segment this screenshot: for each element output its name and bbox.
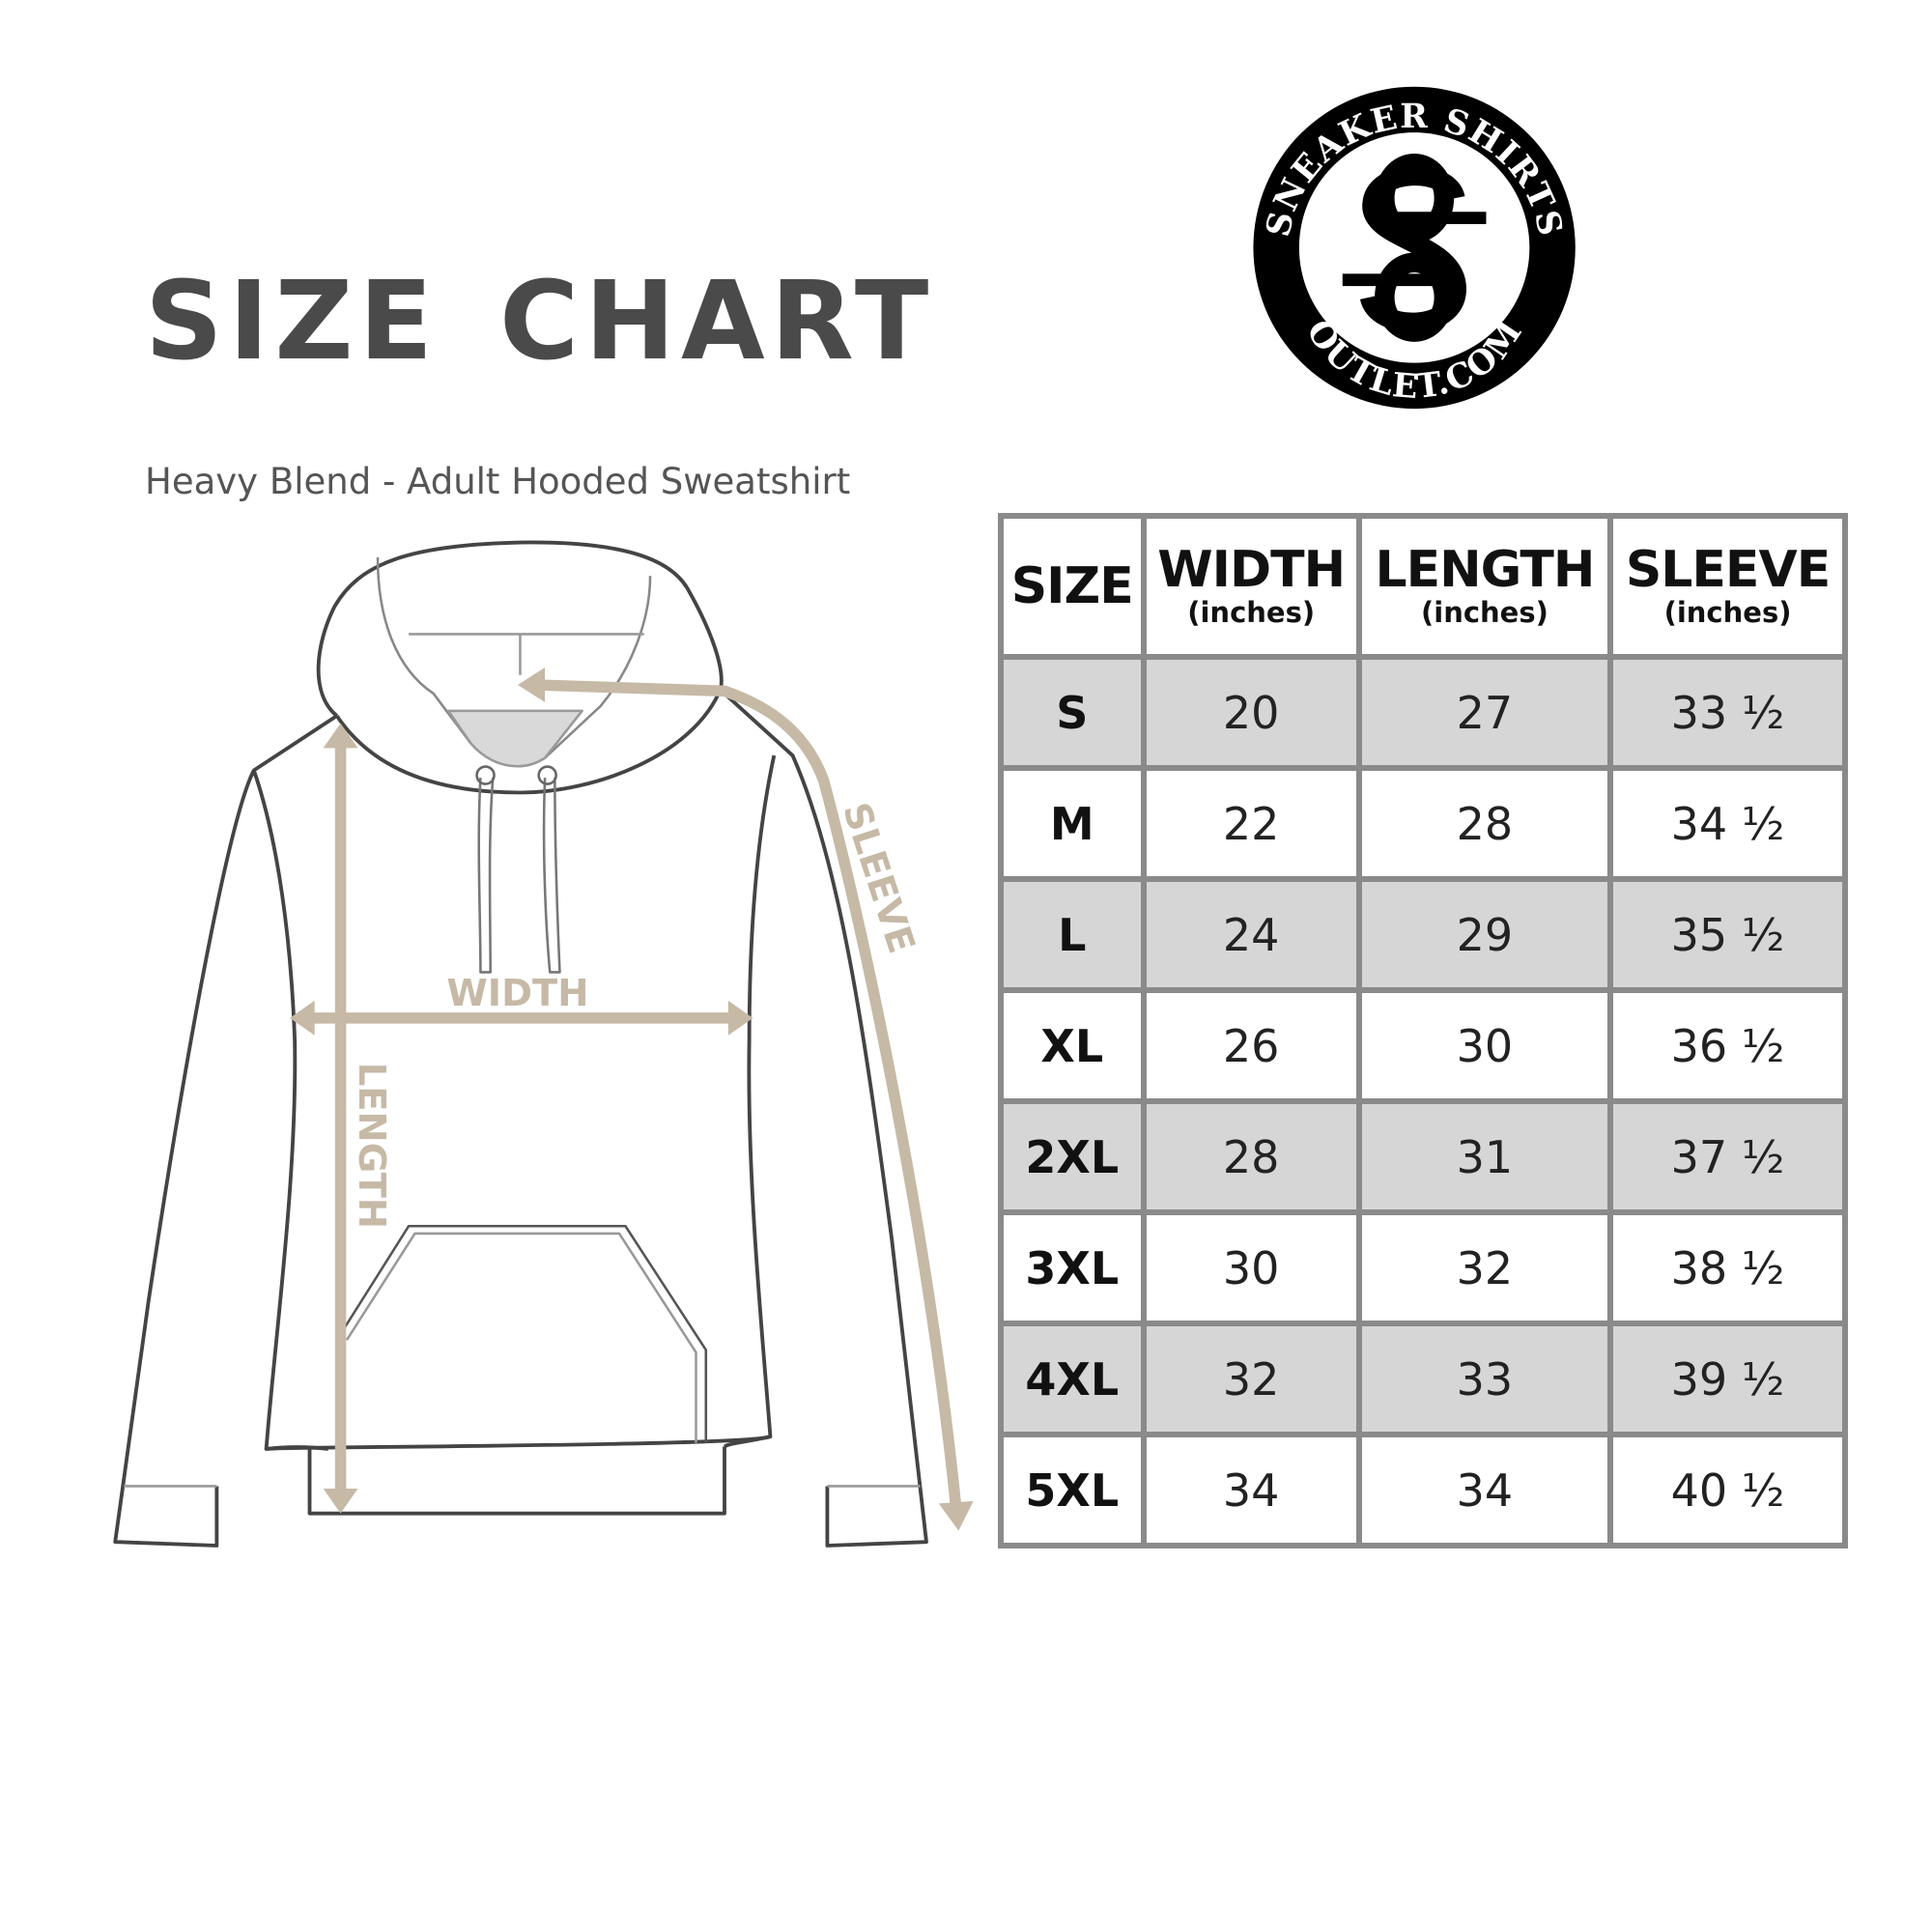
width-cell: 32 [1140, 1321, 1362, 1437]
sleeve-cell: 37 ½ [1607, 1098, 1848, 1215]
size-cell: L [998, 876, 1147, 993]
sleeve-cell: 39 ½ [1607, 1321, 1848, 1437]
table-row: 2XL 28 31 37 ½ [998, 1098, 1848, 1215]
width-cell: 24 [1140, 876, 1362, 993]
width-cell: 30 [1140, 1209, 1362, 1326]
table-row: XL 26 30 36 ½ [998, 987, 1848, 1104]
sleeve-arrow [529, 679, 962, 1515]
logo-monogram [1342, 153, 1487, 342]
size-cell: XL [998, 987, 1147, 1104]
col-size: SIZE [998, 513, 1147, 660]
table-row: 3XL 30 32 38 ½ [998, 1209, 1848, 1326]
size-cell: 5XL [998, 1432, 1147, 1548]
length-label: LENGTH [350, 1063, 393, 1229]
width-cell: 22 [1140, 765, 1362, 882]
width-cell: 20 [1140, 654, 1362, 771]
sleeve-cell: 35 ½ [1607, 876, 1848, 993]
sleeve-cell: 40 ½ [1607, 1432, 1848, 1548]
table-row: S 20 27 33 ½ [998, 654, 1848, 771]
measurement-arrows [290, 668, 974, 1531]
page-title: SIZE CHART [145, 259, 935, 384]
table-row: M 22 28 34 ½ [998, 765, 1848, 882]
length-cell: 28 [1355, 765, 1614, 882]
col-length: LENGTH (inches) [1355, 513, 1614, 660]
width-cell: 28 [1140, 1098, 1362, 1215]
brand-logo: SNEAKER SHIRTS OUTLET.COM [1253, 86, 1576, 410]
length-cell: 27 [1355, 654, 1614, 771]
width-cell: 34 [1140, 1432, 1362, 1548]
length-cell: 29 [1355, 876, 1614, 993]
size-table: SIZE WIDTH (inches) LENGTH (inches) SLEEVE… [998, 513, 1848, 1548]
table-row: 4XL 32 33 39 ½ [998, 1321, 1848, 1437]
length-cell: 31 [1355, 1098, 1614, 1215]
size-cell: 3XL [998, 1209, 1147, 1326]
hoodie-outline [113, 540, 928, 1548]
size-cell: M [998, 765, 1147, 882]
size-cell: S [998, 654, 1147, 771]
col-width: WIDTH (inches) [1140, 513, 1362, 660]
sleeve-cell: 38 ½ [1607, 1209, 1848, 1326]
table-header-row: SIZE WIDTH (inches) LENGTH (inches) SLEEVE… [998, 513, 1848, 660]
width-cell: 26 [1140, 987, 1362, 1104]
col-sleeve: SLEEVE (inches) [1607, 513, 1848, 660]
size-cell: 2XL [998, 1098, 1147, 1215]
length-cell: 32 [1355, 1209, 1614, 1326]
length-cell: 33 [1355, 1321, 1614, 1437]
table-row: 5XL 34 34 40 ½ [998, 1432, 1848, 1548]
width-label: WIDTH [446, 972, 588, 1015]
sleeve-cell: 36 ½ [1607, 987, 1848, 1104]
length-cell: 30 [1355, 987, 1614, 1104]
table-row: L 24 29 35 ½ [998, 876, 1848, 993]
size-cell: 4XL [998, 1321, 1147, 1437]
sleeve-cell: 33 ½ [1607, 654, 1848, 771]
product-subtitle: Heavy Blend - Adult Hooded Sweatshirt [145, 461, 851, 502]
length-cell: 34 [1355, 1432, 1614, 1548]
sleeve-cell: 34 ½ [1607, 765, 1848, 882]
